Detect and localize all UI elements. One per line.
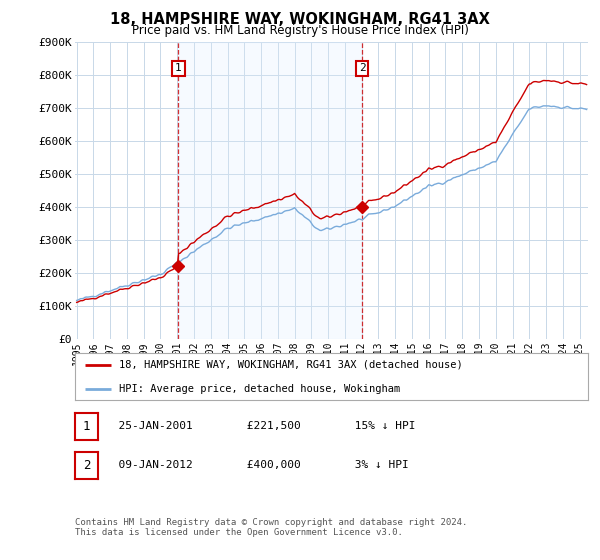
Text: 1: 1 bbox=[175, 63, 182, 73]
Text: 2: 2 bbox=[83, 459, 90, 472]
Text: 1: 1 bbox=[83, 419, 90, 433]
Bar bbox=[178, 42, 362, 339]
Text: 2: 2 bbox=[359, 63, 365, 73]
Text: 18, HAMPSHIRE WAY, WOKINGHAM, RG41 3AX (detached house): 18, HAMPSHIRE WAY, WOKINGHAM, RG41 3AX (… bbox=[119, 360, 463, 370]
Text: 18, HAMPSHIRE WAY, WOKINGHAM, RG41 3AX: 18, HAMPSHIRE WAY, WOKINGHAM, RG41 3AX bbox=[110, 12, 490, 27]
Text: 25-JAN-2001        £221,500        15% ↓ HPI: 25-JAN-2001 £221,500 15% ↓ HPI bbox=[105, 421, 415, 431]
Text: HPI: Average price, detached house, Wokingham: HPI: Average price, detached house, Woki… bbox=[119, 384, 400, 394]
Text: 09-JAN-2012        £400,000        3% ↓ HPI: 09-JAN-2012 £400,000 3% ↓ HPI bbox=[105, 460, 409, 470]
Text: Price paid vs. HM Land Registry's House Price Index (HPI): Price paid vs. HM Land Registry's House … bbox=[131, 24, 469, 37]
Text: Contains HM Land Registry data © Crown copyright and database right 2024.
This d: Contains HM Land Registry data © Crown c… bbox=[75, 518, 467, 538]
